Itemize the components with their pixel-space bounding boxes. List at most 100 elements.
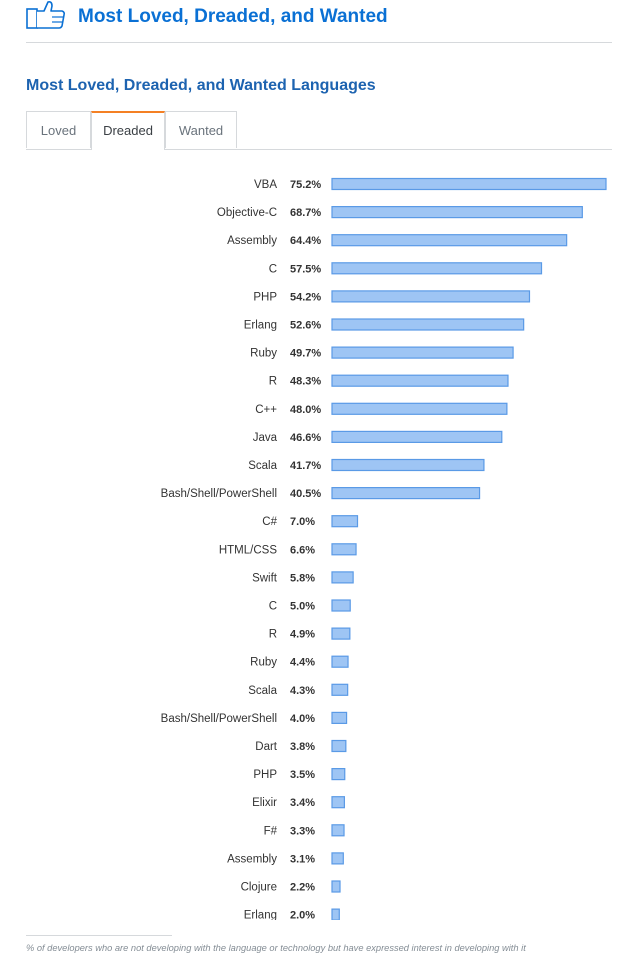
category-label: Bash/Shell/PowerShell bbox=[161, 713, 277, 725]
value-label: 48.0% bbox=[290, 404, 321, 416]
bar-row: Dart 3.8% bbox=[255, 739, 347, 753]
bar bbox=[331, 796, 345, 809]
bar bbox=[331, 543, 357, 556]
bar-row: HTML/CSS 6.6% bbox=[219, 543, 357, 556]
value-label: 7.0% bbox=[290, 516, 315, 528]
bar bbox=[331, 683, 349, 696]
bar bbox=[331, 205, 583, 219]
bar-row: Swift 5.8% bbox=[252, 571, 354, 584]
value-label: 5.8% bbox=[290, 572, 315, 584]
tab-wanted[interactable]: Wanted bbox=[165, 111, 237, 148]
bar bbox=[331, 346, 514, 359]
bar bbox=[331, 430, 503, 443]
bar-row: PHP 54.2% bbox=[253, 290, 531, 303]
category-label: Ruby bbox=[250, 348, 277, 360]
bar bbox=[331, 824, 345, 837]
bar bbox=[331, 262, 543, 275]
tab-loved[interactable]: Loved bbox=[26, 111, 91, 148]
bar-row: F# 3.3% bbox=[264, 824, 345, 837]
tab-dreaded[interactable]: Dreaded bbox=[91, 111, 165, 150]
bar-row: R 4.9% bbox=[269, 627, 351, 641]
value-label: 48.3% bbox=[290, 376, 321, 388]
bar bbox=[331, 711, 348, 725]
tab-bar: Loved Dreaded Wanted bbox=[26, 111, 612, 150]
value-label: 4.3% bbox=[290, 685, 315, 697]
category-label: PHP bbox=[253, 769, 277, 781]
category-label: Scala bbox=[248, 460, 277, 472]
value-label: 3.3% bbox=[290, 825, 315, 837]
category-label: Bash/Shell/PowerShell bbox=[161, 488, 277, 500]
value-label: 3.4% bbox=[290, 797, 315, 809]
bar bbox=[331, 852, 344, 865]
value-label: 54.2% bbox=[290, 291, 321, 303]
category-label: Objective-C bbox=[217, 207, 277, 219]
bar bbox=[331, 234, 568, 247]
bar bbox=[331, 880, 341, 893]
value-label: 2.0% bbox=[290, 910, 315, 920]
category-label: R bbox=[269, 376, 277, 388]
category-label: Assembly bbox=[227, 235, 277, 247]
bar-row: Erlang 2.0% bbox=[244, 908, 340, 920]
category-label: Java bbox=[253, 432, 278, 444]
bar-row: C++ 48.0% bbox=[255, 402, 508, 416]
bar-row: R 48.3% bbox=[269, 374, 509, 388]
bar bbox=[331, 627, 351, 640]
value-label: 68.7% bbox=[290, 207, 321, 219]
value-label: 46.6% bbox=[290, 432, 321, 444]
bar-row: Java 46.6% bbox=[253, 430, 503, 444]
bar-row: VBA 75.2% bbox=[254, 177, 607, 191]
value-label: 3.8% bbox=[290, 741, 315, 753]
category-label: VBA bbox=[254, 179, 277, 191]
category-label: Scala bbox=[248, 685, 277, 697]
bar bbox=[331, 177, 607, 191]
value-label: 41.7% bbox=[290, 460, 321, 472]
category-label: Clojure bbox=[241, 882, 277, 894]
value-label: 4.0% bbox=[290, 713, 315, 725]
value-label: 3.5% bbox=[290, 769, 315, 781]
bar-row: Clojure 2.2% bbox=[241, 880, 341, 894]
dreaded-languages-bar-chart: VBA 75.2% Objective-C 68.7% Assembly 64.4% C 57… bbox=[161, 177, 607, 920]
bar bbox=[331, 402, 508, 415]
value-label: 52.6% bbox=[290, 320, 321, 332]
value-label: 4.4% bbox=[290, 657, 315, 669]
bar-row: Scala 4.3% bbox=[248, 683, 349, 697]
category-label: Swift bbox=[252, 572, 278, 584]
category-label: C# bbox=[262, 516, 277, 528]
bar-row: C 5.0% bbox=[269, 599, 351, 613]
bar bbox=[331, 767, 346, 781]
value-label: 40.5% bbox=[290, 488, 321, 500]
bar bbox=[331, 374, 509, 387]
value-label: 4.9% bbox=[290, 629, 315, 641]
value-label: 75.2% bbox=[290, 179, 321, 191]
category-label: HTML/CSS bbox=[219, 544, 277, 556]
bar bbox=[331, 599, 351, 612]
thumbs-up-icon bbox=[26, 1, 66, 29]
section-title: Most Loved, Dreaded, and Wanted Language… bbox=[26, 77, 376, 94]
value-label: 57.5% bbox=[290, 263, 321, 275]
bar bbox=[331, 908, 340, 920]
bar-row: C 57.5% bbox=[269, 262, 543, 275]
value-label: 64.4% bbox=[290, 235, 321, 247]
category-label: R bbox=[269, 629, 277, 641]
bar bbox=[331, 318, 525, 331]
category-label: Erlang bbox=[244, 910, 277, 920]
value-label: 2.2% bbox=[290, 882, 315, 894]
value-label: 6.6% bbox=[290, 544, 315, 556]
footnote: % of developers who are not developing w… bbox=[26, 943, 526, 953]
category-label: Dart bbox=[255, 741, 278, 753]
category-label: C bbox=[269, 601, 277, 613]
bar-row: Objective-C 68.7% bbox=[217, 205, 583, 219]
bar-row: Bash/Shell/PowerShell 40.5% bbox=[161, 487, 481, 500]
bar-row: Erlang 52.6% bbox=[244, 318, 525, 332]
page-title: Most Loved, Dreaded, and Wanted bbox=[78, 6, 388, 27]
bar-row: C# 7.0% bbox=[262, 515, 359, 528]
bar bbox=[331, 458, 485, 472]
bar bbox=[331, 571, 354, 584]
footnote-divider bbox=[26, 935, 172, 936]
bar bbox=[331, 290, 531, 303]
bar-row: Assembly 64.4% bbox=[227, 234, 568, 247]
bar bbox=[331, 739, 347, 753]
bar-row: Ruby 49.7% bbox=[250, 346, 514, 360]
bar bbox=[331, 487, 481, 500]
bar-row: Bash/Shell/PowerShell 4.0% bbox=[161, 711, 348, 725]
